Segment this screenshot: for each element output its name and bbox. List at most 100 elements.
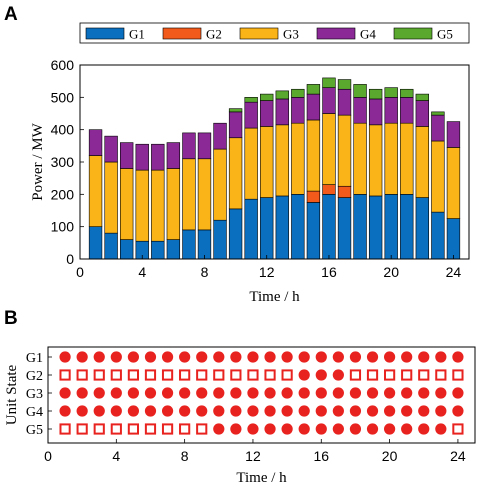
- unit-label-g2: G2: [26, 369, 43, 384]
- state-off-g2-h20: [384, 369, 396, 381]
- state-on-g3-h21: [401, 387, 413, 399]
- state-on-g3-h17: [332, 387, 344, 399]
- y-tick-label-a: 100: [51, 219, 75, 235]
- bar-g4-h8: [197, 132, 212, 160]
- plot-frame-b: [47, 346, 476, 444]
- legend-label-g3: G3: [283, 27, 299, 42]
- bar-g3-h10: [228, 137, 243, 210]
- state-on-g4-h2: [76, 405, 88, 417]
- bar-g3-h4: [135, 169, 149, 242]
- state-on-g5-h14: [281, 423, 293, 435]
- x-tick-label-a: 16: [321, 264, 337, 280]
- bar-g4-h11: [244, 101, 258, 129]
- state-off-g2-h9: [196, 369, 208, 381]
- bar-g5-h20: [384, 87, 398, 98]
- state-on-g4-h8: [179, 405, 191, 417]
- bar-g5-h12: [260, 93, 274, 101]
- bar-g3-h15: [306, 119, 321, 192]
- legend-label-g5: G5: [437, 27, 453, 42]
- bar-g1-h7: [182, 229, 196, 260]
- state-on-g4-h15: [298, 405, 310, 417]
- state-on-g1-h12: [247, 351, 259, 363]
- x-tick-label-b: 8: [181, 448, 189, 464]
- state-off-g5-h5: [127, 423, 140, 435]
- bar-g2-h16: [322, 184, 336, 195]
- axis-ticks-b: 0 4 8 12 16 20 24: [44, 439, 466, 464]
- bar-g5-h10: [228, 108, 243, 113]
- state-on-g4-h19: [366, 405, 379, 417]
- state-on-g2-h16: [315, 369, 327, 381]
- bar-g5-h16: [322, 77, 336, 88]
- bar-g4-h2: [104, 135, 118, 163]
- bar-g1-h6: [166, 239, 181, 260]
- state-on-g4-h17: [332, 405, 344, 417]
- x-tick-label-a: 12: [259, 264, 275, 280]
- state-on-g5-h19: [366, 423, 379, 435]
- x-axis-label-b: Time / h: [236, 470, 287, 486]
- state-on-g1-h21: [401, 351, 413, 363]
- bar-g5-h14: [291, 88, 305, 98]
- x-tick-label-a: 0: [76, 264, 84, 280]
- state-on-g5-h17: [332, 423, 344, 435]
- state-on-g3-h9: [196, 387, 208, 399]
- state-off-g2-h21: [401, 369, 413, 381]
- state-off-g2-h10: [213, 369, 225, 381]
- state-off-g2-h19: [366, 369, 379, 381]
- state-on-g1-h14: [281, 351, 293, 363]
- state-on-g1-h15: [298, 351, 310, 363]
- state-on-g5-h20: [384, 423, 396, 435]
- state-on-g5-h11: [230, 423, 242, 435]
- bar-g3-h19: [368, 124, 383, 197]
- state-on-g4-h4: [110, 405, 122, 417]
- state-on-g3-h14: [281, 387, 293, 399]
- bar-g3-h8: [197, 158, 212, 231]
- y-tick-label-a: 400: [51, 122, 75, 138]
- state-on-g3-h8: [179, 387, 191, 399]
- legend-swatch-g1: [85, 27, 125, 40]
- state-off-g2-h13: [264, 369, 276, 381]
- state-on-g3-h15: [298, 387, 310, 399]
- state-on-g4-h10: [213, 405, 225, 417]
- bar-g4-h19: [368, 98, 383, 126]
- panel-label-b: B: [4, 308, 18, 329]
- bar-g4-h10: [228, 111, 243, 139]
- state-on-g2-h17: [332, 369, 344, 381]
- state-on-g1-h8: [179, 351, 191, 363]
- state-on-g1-h13: [264, 351, 276, 363]
- state-off-g2-h2: [76, 369, 88, 381]
- bar-g5-h15: [306, 84, 321, 95]
- bar-g4-h13: [275, 98, 289, 126]
- state-on-g3-h24: [452, 387, 464, 399]
- y-tick-label-a: 600: [51, 57, 75, 73]
- state-on-g1-h3: [93, 351, 105, 363]
- state-off-g5-h4: [110, 423, 122, 435]
- bar-g5-h23: [431, 111, 445, 116]
- state-on-g3-h1: [59, 387, 71, 399]
- x-tick-label-b: 20: [382, 448, 398, 464]
- bar-g3-h16: [322, 113, 336, 185]
- state-on-g4-h24: [452, 405, 464, 417]
- state-on-g3-h6: [144, 387, 157, 399]
- state-on-g4-h22: [418, 405, 430, 417]
- state-off-g5-h9: [196, 423, 208, 435]
- state-on-g4-h18: [349, 405, 362, 417]
- state-on-g4-h6: [144, 405, 157, 417]
- x-tick-label-b: 0: [44, 448, 52, 464]
- state-on-g1-h9: [196, 351, 208, 363]
- bar-g1-h15: [306, 202, 321, 260]
- state-off-g2-h5: [127, 369, 140, 381]
- bar-g1-h19: [368, 195, 383, 260]
- bar-g1-h22: [415, 197, 430, 260]
- bar-g3-h13: [275, 124, 289, 197]
- bar-g1-h8: [197, 229, 212, 260]
- state-on-g3-h22: [418, 387, 430, 399]
- state-on-g5-h10: [213, 423, 225, 435]
- state-off-g2-h7: [161, 369, 174, 381]
- state-on-g5-h13: [264, 423, 276, 435]
- bar-g3-h24: [446, 147, 461, 219]
- state-on-g5-h23: [435, 423, 447, 435]
- bar-g3-h5: [151, 169, 165, 242]
- bar-g4-h6: [166, 142, 181, 169]
- state-off-g5-h3: [93, 423, 105, 435]
- bar-g1-h10: [228, 208, 243, 260]
